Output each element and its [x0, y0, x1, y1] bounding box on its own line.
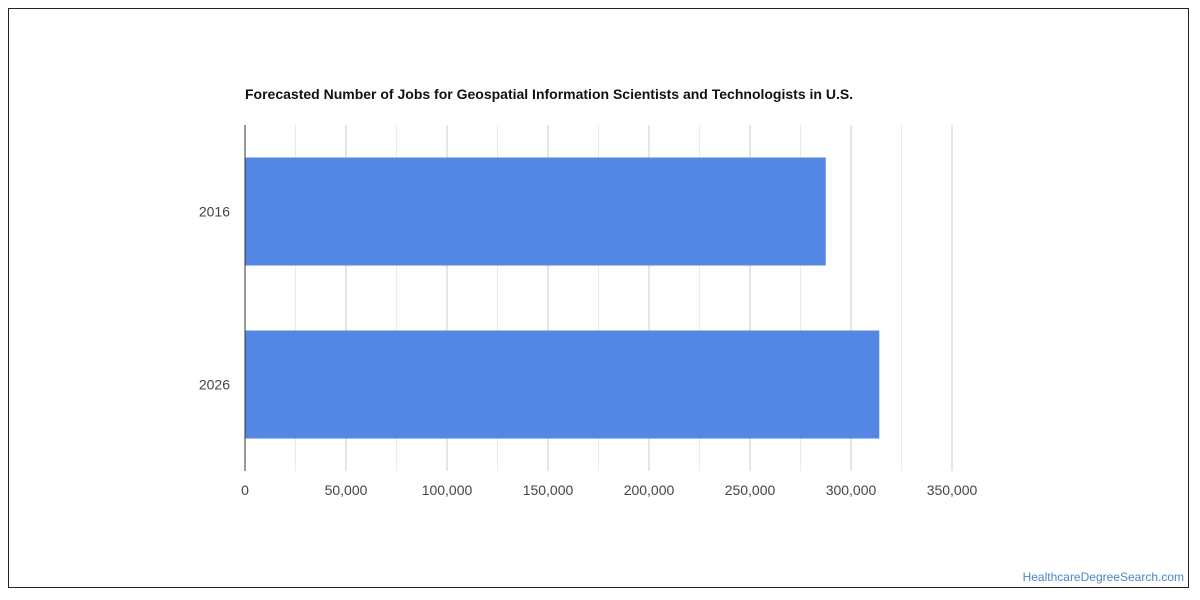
bar-2016[interactable] — [245, 157, 826, 266]
x-tick-label: 150,000 — [523, 482, 574, 498]
bar-2026[interactable] — [245, 330, 880, 439]
x-tick-label: 100,000 — [422, 482, 473, 498]
x-tick-label: 200,000 — [624, 482, 675, 498]
x-tick-label: 50,000 — [325, 482, 368, 498]
watermark-link[interactable]: HealthcareDegreeSearch.com — [1022, 570, 1184, 584]
chart-title: Forecasted Number of Jobs for Geospatial… — [245, 86, 854, 102]
y-tick-label-2016: 2016 — [199, 204, 230, 220]
y-tick-label-2026: 2026 — [199, 377, 230, 393]
x-tick-label: 0 — [241, 482, 249, 498]
x-tick-label: 250,000 — [725, 482, 776, 498]
x-tick-label: 300,000 — [826, 482, 877, 498]
x-tick-label: 350,000 — [927, 482, 978, 498]
